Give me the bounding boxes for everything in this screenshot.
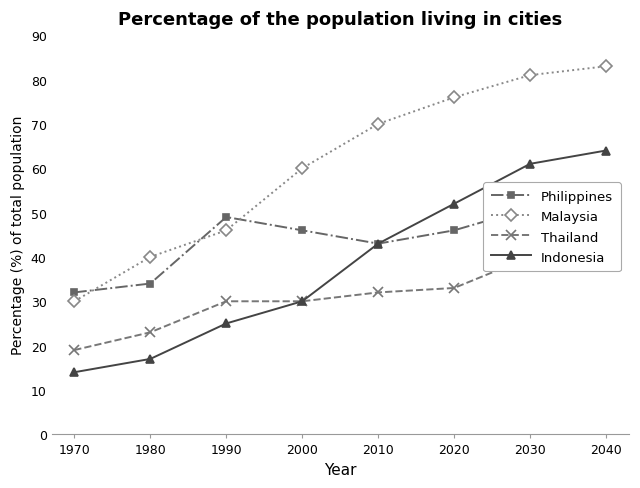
Philippines — [147, 281, 154, 287]
Malaysia — [374, 122, 382, 127]
Indonesia — [374, 241, 382, 247]
Philippines — [223, 215, 230, 221]
Indonesia — [298, 299, 306, 305]
Line: Thailand: Thailand — [70, 208, 611, 355]
Indonesia — [526, 162, 534, 167]
Line: Indonesia: Indonesia — [70, 147, 611, 377]
Malaysia — [223, 228, 230, 234]
Philippines — [602, 183, 610, 189]
Title: Percentage of the population living in cities: Percentage of the population living in c… — [118, 11, 563, 29]
Thailand — [223, 299, 230, 305]
Line: Malaysia: Malaysia — [70, 63, 611, 306]
Line: Philippines: Philippines — [71, 183, 609, 296]
Thailand — [298, 299, 306, 305]
Thailand — [451, 285, 458, 291]
Thailand — [602, 210, 610, 216]
Philippines — [526, 206, 534, 212]
X-axis label: Year: Year — [324, 462, 356, 477]
Malaysia — [602, 64, 610, 70]
Indonesia — [70, 369, 78, 375]
Philippines — [451, 228, 458, 234]
Legend: Philippines, Malaysia, Thailand, Indonesia: Philippines, Malaysia, Thailand, Indones… — [483, 183, 621, 272]
Indonesia — [451, 202, 458, 207]
Malaysia — [451, 95, 458, 101]
Philippines — [298, 228, 306, 234]
Y-axis label: Percentage (%) of total population: Percentage (%) of total population — [11, 116, 25, 355]
Philippines — [374, 241, 382, 247]
Indonesia — [602, 148, 610, 154]
Malaysia — [526, 73, 534, 79]
Philippines — [70, 290, 78, 296]
Thailand — [374, 290, 382, 296]
Malaysia — [298, 166, 306, 172]
Malaysia — [147, 254, 154, 260]
Indonesia — [147, 356, 154, 362]
Thailand — [526, 254, 534, 260]
Thailand — [70, 347, 78, 353]
Malaysia — [70, 299, 78, 305]
Indonesia — [223, 321, 230, 326]
Thailand — [147, 330, 154, 336]
